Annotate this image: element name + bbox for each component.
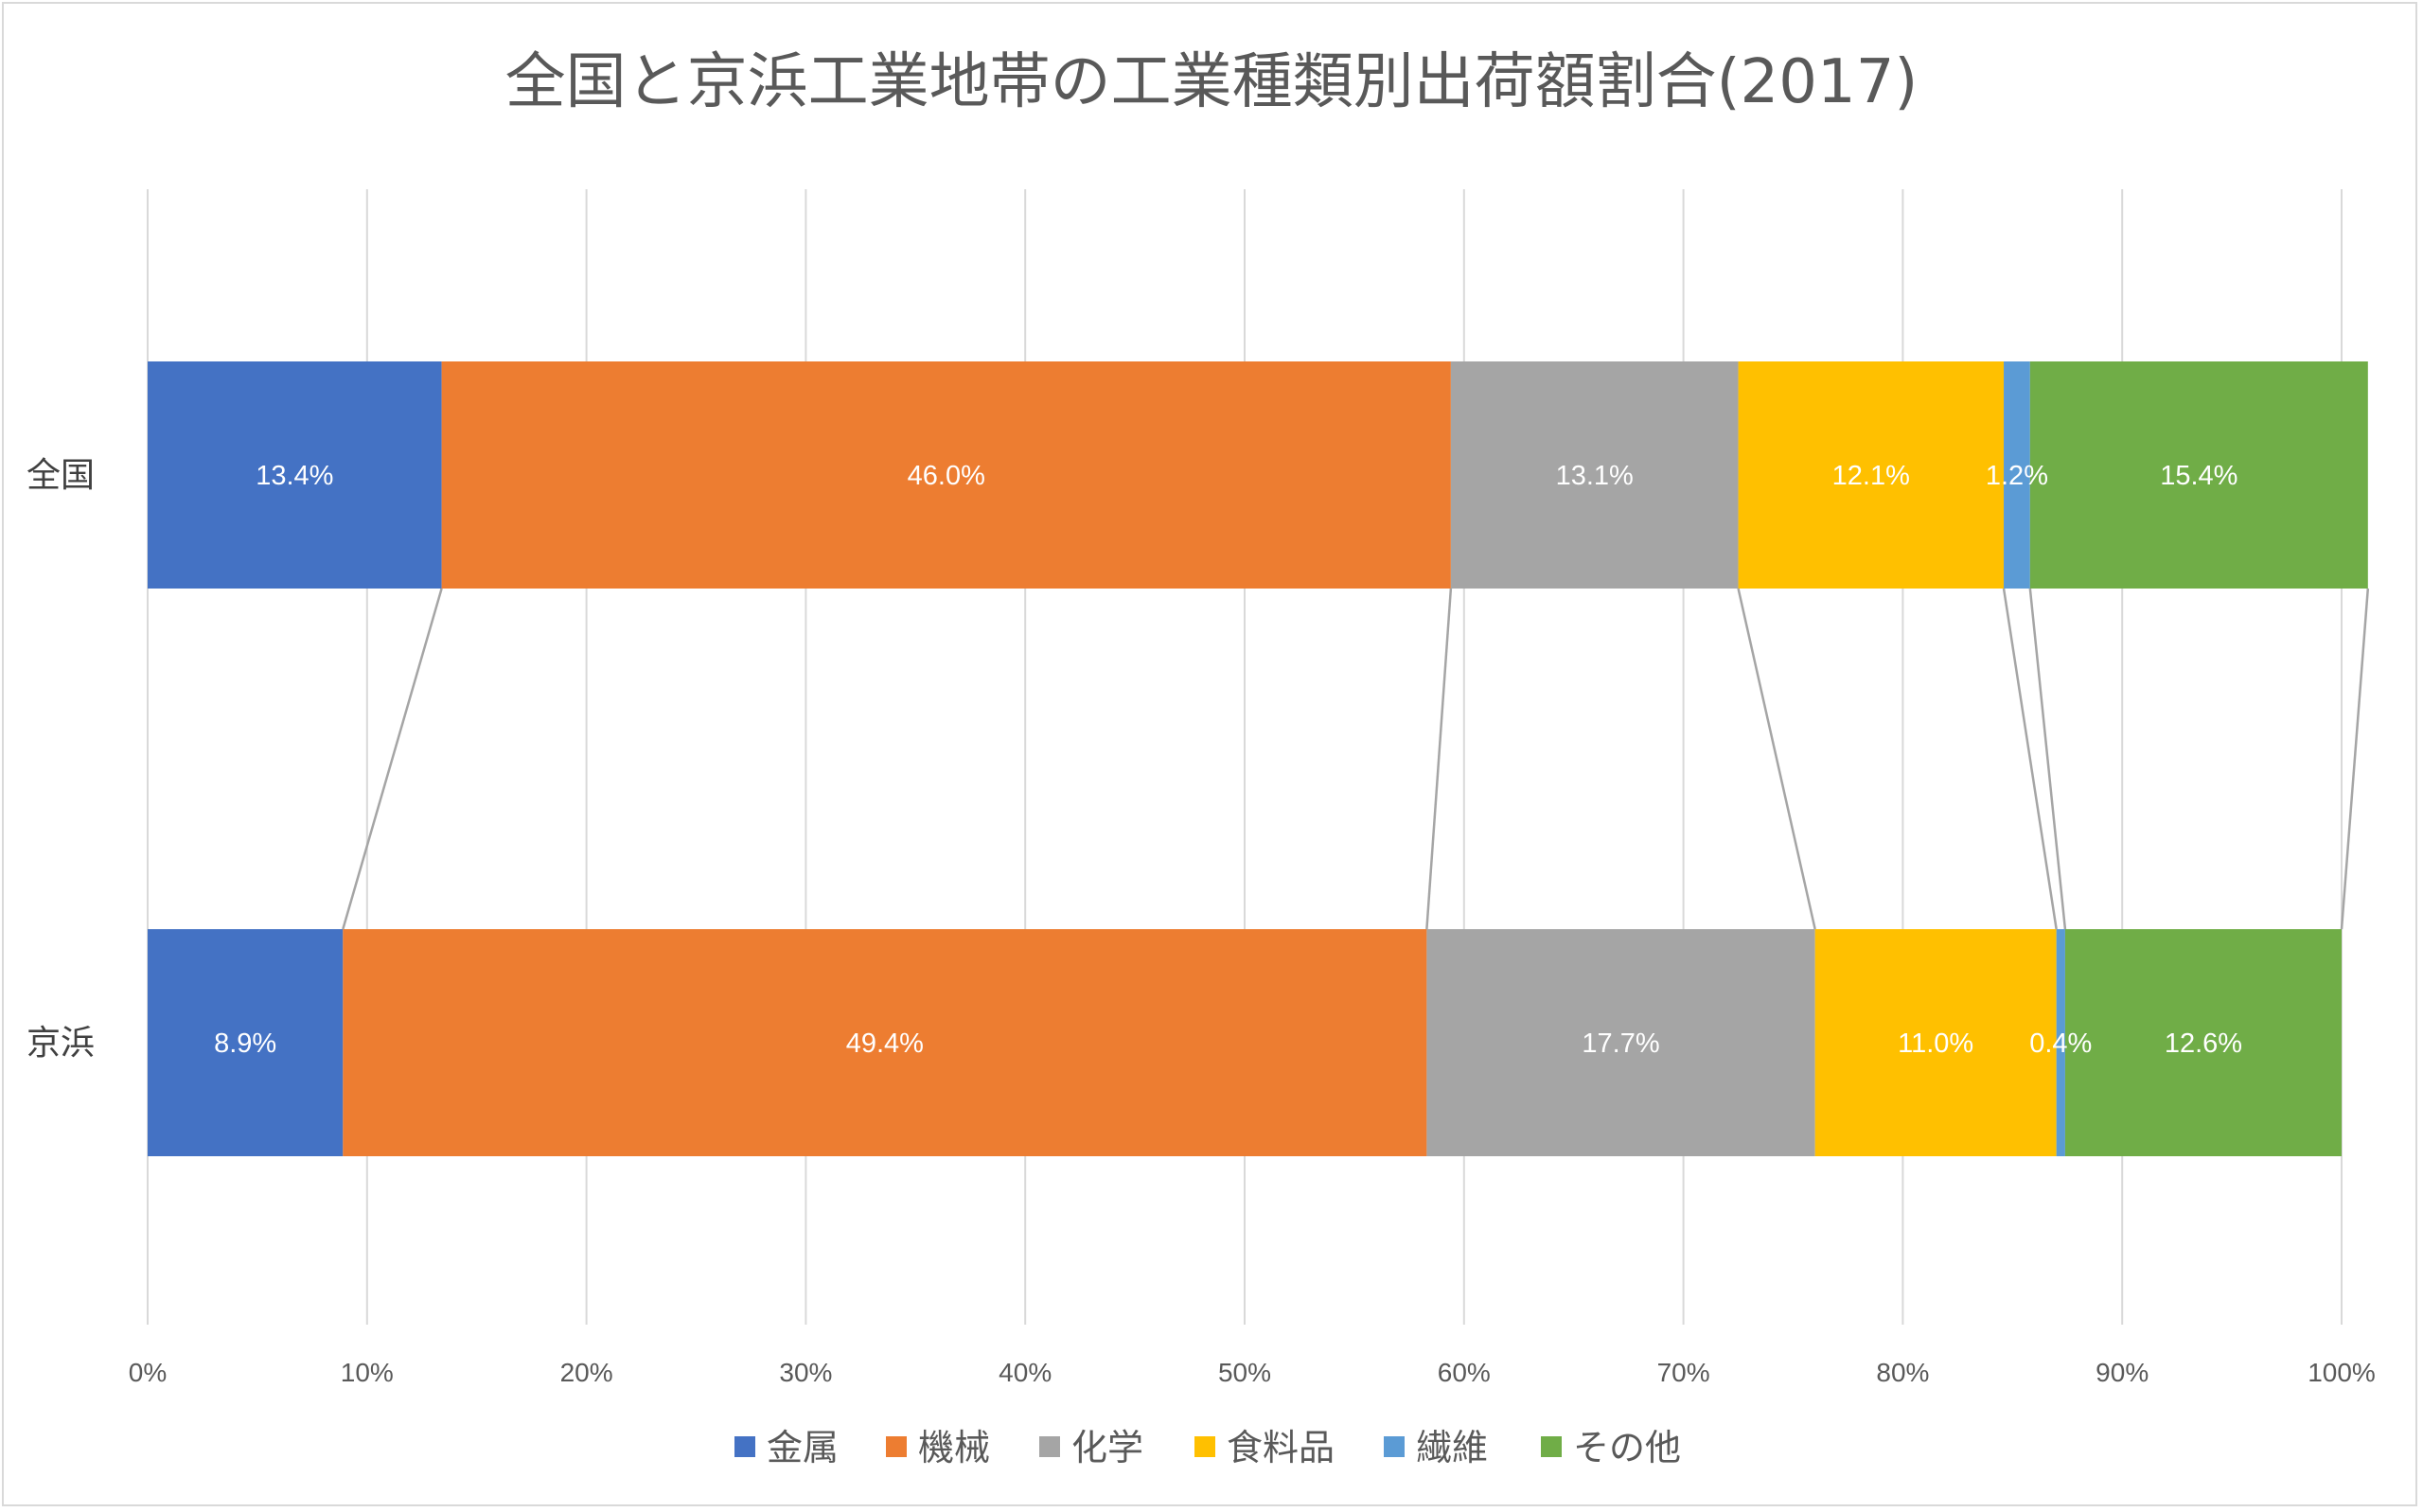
series-line [2028, 588, 2067, 930]
data-label: 17.7% [1582, 1029, 1659, 1059]
x-tick-label: 30% [779, 1358, 832, 1387]
x-axis-ticks: 0% 10% 20% 30% 40% 50% 60% 70% 80% 90% 100% [129, 1358, 2376, 1387]
data-label: 49.4% [846, 1029, 924, 1059]
x-tick-label: 90% [2096, 1358, 2149, 1387]
legend-swatch [1194, 1436, 1215, 1457]
category-label: 京浜 [27, 1024, 95, 1063]
series-line [1737, 588, 1816, 930]
bar-segment [1450, 361, 1739, 589]
data-label: 0.4% [2029, 1029, 2092, 1059]
legend-label: 機械 [918, 1427, 990, 1468]
bar-segment [343, 929, 1427, 1156]
x-tick-label: 50% [1218, 1358, 1271, 1387]
legend: 金属 機械 化学 食料品 繊維 その他 [734, 1427, 1681, 1468]
data-label: 12.1% [1832, 461, 1910, 491]
data-label: 12.6% [2165, 1029, 2242, 1059]
category-label: 全国 [27, 456, 95, 495]
x-tick-label: 60% [1438, 1358, 1491, 1387]
data-labels: 13.4% 46.0% 13.1% 12.1% 1.2% 15.4% 8.9% 49.4% 17… [214, 461, 2242, 1059]
x-tick-label: 70% [1657, 1358, 1710, 1387]
data-label: 8.9% [214, 1029, 276, 1059]
chart-title: 全国と京浜工業地帯の工業種類別出荷額割合(2017) [505, 47, 1919, 117]
data-label: 13.4% [256, 461, 333, 491]
bar-segment [148, 361, 442, 589]
bars [148, 361, 2368, 1156]
data-label: 11.0% [1898, 1029, 1973, 1059]
data-label: 15.4% [2160, 461, 2237, 491]
legend-label: 繊維 [1416, 1427, 1488, 1468]
data-label: 46.0% [908, 461, 985, 491]
data-label: 1.2% [1986, 461, 2048, 491]
bar-segment [1426, 929, 1815, 1156]
bar-segment [441, 361, 1451, 589]
series-line [1425, 588, 1453, 930]
legend-swatch [1541, 1436, 1562, 1457]
bar-segment [2004, 361, 2030, 589]
x-tick-label: 80% [1876, 1358, 1929, 1387]
legend-label: 化学 [1071, 1427, 1143, 1468]
series-line [2002, 588, 2058, 930]
legend-swatch [1384, 1436, 1405, 1457]
x-tick-label: 10% [341, 1358, 394, 1387]
legend-label: 食料品 [1227, 1427, 1335, 1468]
bar-segment [1738, 361, 2005, 589]
series-lines [342, 588, 2370, 930]
x-tick-label: 100% [2308, 1358, 2376, 1387]
legend-swatch [734, 1436, 755, 1457]
bar-segment [148, 929, 344, 1156]
bar-segment [2056, 929, 2065, 1156]
legend-swatch [1039, 1436, 1060, 1457]
series-line [342, 588, 443, 930]
x-tick-label: 20% [560, 1358, 613, 1387]
bar-segment [2029, 361, 2368, 589]
bar-segment [2064, 929, 2342, 1156]
bar-segment [1814, 929, 2057, 1156]
legend-label: 金属 [767, 1427, 839, 1468]
x-tick-label: 0% [129, 1358, 167, 1387]
x-tick-label: 40% [999, 1358, 1052, 1387]
series-line [2340, 588, 2370, 930]
legend-swatch [886, 1436, 907, 1457]
data-label: 13.1% [1556, 461, 1634, 491]
legend-label: その他 [1573, 1427, 1681, 1468]
